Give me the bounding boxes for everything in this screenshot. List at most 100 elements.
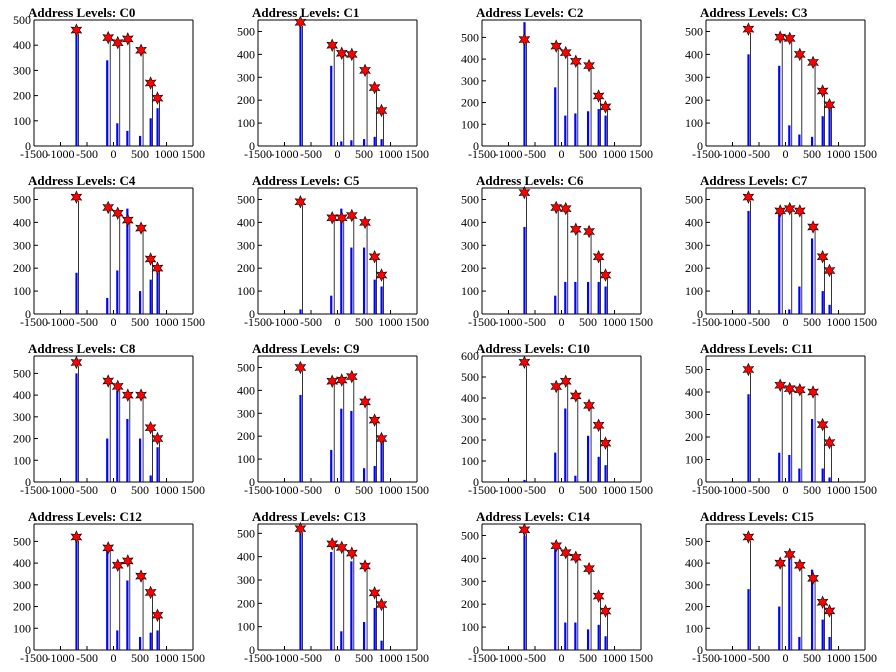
chart-svg: 0 100 200 300 400 500 -1500-1000 -500 0 500 1000 15… [461,19,653,161]
x-tick-label: 1000 [155,147,179,161]
star-marker [335,211,348,225]
y-tick-label: 0 [249,307,255,321]
star-marker [345,369,358,384]
x-tick-label: -500 [748,315,770,329]
star-marker [335,46,348,60]
x-tick-label: -1500 [468,651,496,665]
bar [828,109,831,146]
x-tick-label: -1500 [244,147,272,161]
star-marker [70,23,83,37]
bar [126,130,129,146]
x-tick-label: 500 [803,315,821,329]
y-tick-label: 200 [461,261,479,275]
bar [350,410,353,482]
x-tick-label: 500 [803,651,821,665]
bar [523,535,526,650]
x-tick-label: 1000 [155,315,179,329]
star-marker [518,355,531,370]
x-tick-label: 1500 [629,651,653,665]
y-tick-label: 200 [13,89,31,103]
star-marker [368,80,381,95]
star-marker [742,190,755,204]
x-tick-label: -1500 [244,483,272,497]
bar [126,419,129,482]
x-tick-label: 0 [559,315,565,329]
y-tick-label: 0 [697,139,703,153]
bar [778,210,781,314]
star-marker [294,360,307,375]
star-marker [102,200,115,215]
y-tick-label: 0 [473,643,479,657]
bar [116,270,119,314]
bar [554,87,557,146]
x-tick-label: 1000 [603,147,627,161]
x-tick-label: 0 [111,147,117,161]
bar [587,111,590,146]
bar [574,475,577,482]
bar [75,539,78,650]
star-marker [807,571,819,586]
y-tick-label: 100 [13,114,31,128]
bar [597,109,600,146]
y-tick-label: 300 [461,238,479,252]
x-tick-label: 0 [559,651,565,665]
y-tick-label: 200 [237,429,255,443]
bar [149,118,152,146]
bar [811,569,814,650]
star-marker [599,436,612,450]
y-tick-label: 300 [461,412,479,426]
bar [574,113,577,146]
x-tick-label: 1000 [603,315,627,329]
star-marker [151,608,164,622]
bar [747,589,750,650]
star-marker [144,76,157,90]
bar [299,26,302,146]
bar [126,580,129,650]
y-tick-label: 400 [237,215,255,229]
star-marker [550,39,563,53]
y-tick-label: 200 [685,430,703,444]
x-tick-label: 500 [355,315,373,329]
x-tick-label: 0 [783,483,789,497]
x-tick-label: 0 [335,315,341,329]
x-tick-label: 1000 [827,315,851,329]
chart-panel: Address Levels: C4 0 100 200 300 400 500 -1500-… [0,168,224,336]
y-tick-label: 200 [13,432,31,446]
x-tick-label: -500 [300,315,322,329]
x-tick-label: 500 [579,651,597,665]
y-tick-label: 0 [25,475,31,489]
star-marker [774,556,787,570]
y-tick-label: 100 [237,116,255,130]
y-tick-label: 100 [237,452,255,466]
star-marker [783,547,796,562]
bar [587,435,590,482]
bar [106,550,109,650]
star-marker [359,559,371,573]
chart-title: Address Levels: C1 [252,5,360,20]
star-marker [326,537,339,551]
chart-panel: Address Levels: C15 0 100 200 300 400 500 -1500… [672,504,896,672]
bar [574,622,577,650]
x-tick-label: 500 [355,651,373,665]
chart-title: Address Levels: C7 [700,173,808,188]
x-tick-label: 1500 [629,315,653,329]
x-tick-label: -500 [76,147,98,161]
y-tick-label: 200 [685,93,703,107]
chart-panel: Address Levels: C3 0 100 200 300 400 500 -1500-… [672,0,896,168]
bar [788,554,791,650]
bar [116,630,119,650]
y-tick-label: 100 [461,284,479,298]
y-tick-label: 0 [25,307,31,321]
y-tick-label: 400 [461,551,479,565]
chart-title: Address Levels: C9 [252,341,360,356]
y-tick-label: 600 [461,349,479,363]
x-tick-label: -1000 [495,147,523,161]
star-marker [559,201,572,216]
y-tick-label: 400 [685,47,703,61]
x-tick-label: 0 [111,651,117,665]
y-tick-label: 0 [697,475,703,489]
chart-svg: 0 100 200 300 400 500 -1500-1000 -500 0 500 1000 15… [461,185,653,329]
star-marker [807,220,819,234]
bar [106,297,109,314]
